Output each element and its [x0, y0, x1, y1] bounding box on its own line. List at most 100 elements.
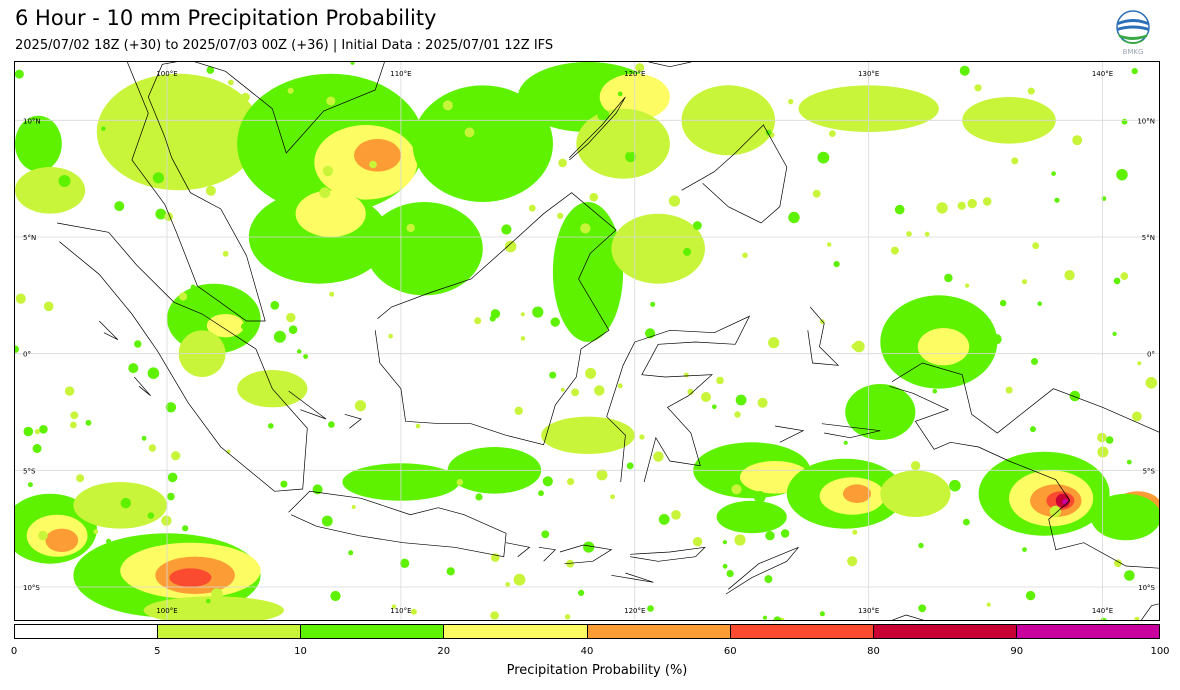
precip-speckle — [134, 340, 142, 348]
precip-speckle — [843, 440, 848, 445]
precip-speckle — [936, 202, 948, 214]
precip-speckle — [1072, 135, 1083, 146]
colorbar-segment — [730, 625, 874, 638]
chart-title: 6 Hour - 10 mm Precipitation Probability — [15, 6, 437, 30]
precip-speckle — [959, 65, 970, 76]
precip-speckle — [653, 451, 664, 462]
precip-area — [611, 213, 705, 284]
precip-speckle — [617, 91, 623, 97]
colorbar-tick-label: 100 — [1150, 646, 1170, 657]
coastline — [821, 423, 881, 439]
colorbar-tick-label: 40 — [580, 646, 594, 657]
precip-speckle — [1105, 436, 1114, 444]
precip-speckle — [1131, 68, 1138, 75]
precip-speckle — [1137, 361, 1142, 366]
precip-speckle — [456, 479, 463, 486]
precip-speckle — [171, 451, 181, 461]
coastline — [374, 192, 617, 446]
precip-speckle — [833, 261, 840, 268]
precip-speckle — [768, 337, 780, 349]
precip-area — [15, 115, 62, 172]
precip-speckle — [1054, 197, 1060, 203]
precip-speckle — [764, 575, 773, 584]
precip-speckle — [1000, 299, 1007, 307]
precip-speckle — [627, 146, 633, 153]
lon-label-top: 100°E — [156, 70, 177, 78]
precip-speckle — [532, 306, 544, 318]
precip-speckle — [957, 201, 966, 210]
precip-speckle — [1124, 570, 1135, 581]
precip-speckle — [514, 148, 522, 157]
precip-speckle — [788, 98, 794, 105]
precip-speckle — [354, 400, 367, 412]
coastline — [775, 425, 805, 443]
precip-speckle — [558, 158, 567, 168]
precip-speckle — [296, 349, 302, 354]
precip-speckle — [589, 192, 599, 202]
map-canvas: 100°E 100°E 110°E 110°E 120°E 120°E 130°E 130°E… — [15, 62, 1159, 620]
precip-speckle — [557, 212, 564, 219]
coastline — [889, 362, 1159, 569]
precip-speckle — [726, 570, 734, 578]
precip-speckle — [322, 165, 334, 177]
precip-speckle — [932, 388, 938, 394]
precip-speckle — [610, 494, 615, 500]
precip-speckle — [724, 475, 733, 484]
precip-area — [880, 470, 951, 517]
precip-speckle — [974, 84, 982, 92]
precip-speckle — [303, 354, 308, 359]
precip-speckle — [1064, 270, 1075, 281]
precip-speckle — [446, 567, 455, 576]
colorbar-tick-label: 90 — [1010, 646, 1024, 657]
precipitation-map: 100°E 100°E 110°E 110°E 120°E 120°E 130°E 130°E… — [14, 61, 1160, 621]
precip-area — [169, 568, 212, 587]
precip-speckle — [550, 317, 560, 327]
precip-speckle — [658, 514, 670, 525]
lat-label-left: 10°N — [23, 117, 41, 125]
precip-speckle — [94, 495, 100, 501]
precip-speckle — [597, 109, 610, 122]
precip-speckle — [182, 525, 189, 532]
coastline — [559, 544, 613, 565]
precip-speckle — [410, 608, 417, 615]
precip-speckle — [520, 336, 526, 341]
coastline — [606, 315, 751, 483]
precip-speckle — [583, 541, 595, 553]
precip-speckle — [27, 482, 33, 488]
precip-speckle — [179, 292, 188, 301]
precip-speckle — [788, 211, 800, 224]
colorbar-ticks: 0 5 10 20 40 60 80 90 100 — [11, 646, 1170, 660]
precip-speckle — [152, 172, 164, 184]
precip-speckle — [1112, 331, 1117, 336]
precip-speckle — [106, 538, 112, 544]
precip-speckle — [319, 187, 331, 199]
precip-speckle — [201, 614, 212, 620]
precip-speckle — [853, 98, 859, 103]
precip-speckle — [391, 604, 397, 609]
precip-speckle — [146, 143, 157, 154]
precip-area — [1062, 499, 1068, 505]
precip-speckle — [734, 411, 741, 418]
precip-speckle — [683, 247, 692, 256]
precip-speckle — [722, 540, 728, 545]
precip-speckle — [526, 134, 535, 142]
precip-speckle — [34, 429, 40, 435]
bmkg-logo-icon: BMKG — [1116, 10, 1150, 56]
precip-speckle — [716, 376, 724, 385]
colorbar-segment — [1016, 625, 1159, 638]
colorbar-tick-label: 60 — [723, 646, 737, 657]
precip-speckle — [514, 406, 523, 415]
precip-speckle — [406, 223, 415, 233]
precip-area — [576, 108, 670, 179]
precip-speckle — [560, 387, 565, 392]
precip-speckle — [64, 386, 75, 396]
precip-speckle — [120, 497, 131, 509]
precip-area — [295, 190, 366, 237]
lat-label-left: 10°S — [23, 584, 40, 592]
graticule-labels: 100°E 100°E 110°E 110°E 120°E 120°E 130°E 130°E… — [23, 70, 1156, 615]
precip-speckle — [342, 270, 352, 280]
precip-speckle — [38, 530, 48, 541]
precip-speckle — [268, 423, 274, 429]
coastline — [134, 376, 151, 396]
precip-speckle — [70, 411, 79, 420]
